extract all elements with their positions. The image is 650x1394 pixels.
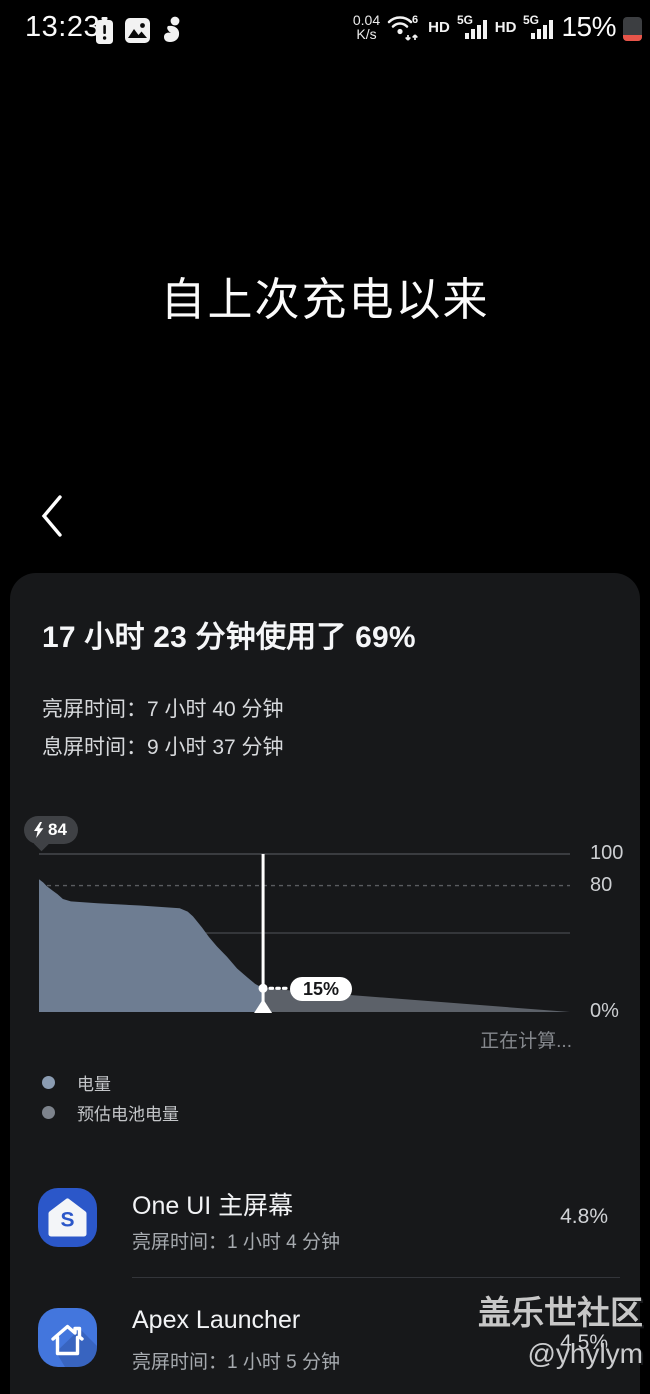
svg-text:6: 6 bbox=[412, 14, 418, 26]
status-time: 13:23 bbox=[25, 11, 101, 43]
lightning-icon bbox=[34, 822, 44, 838]
status-battery-icon bbox=[623, 16, 642, 41]
screen-on-time: 亮屏时间：7 小时 40 分钟 bbox=[42, 698, 284, 721]
network-speed: 0.04 K/s bbox=[352, 12, 381, 42]
current-level-value: 15% bbox=[303, 978, 340, 999]
page-title: 自上次充电以来 bbox=[160, 274, 490, 325]
legend-item-battery: 电量 bbox=[42, 1070, 111, 1095]
notification-icons bbox=[96, 16, 185, 44]
app-name[interactable]: One UI 主屏幕 bbox=[132, 1192, 294, 1220]
signal-icon-1: 5G bbox=[457, 14, 487, 39]
back-chevron-icon bbox=[41, 495, 62, 537]
svg-text:S: S bbox=[60, 1209, 74, 1232]
battery-legend-dot bbox=[42, 1076, 55, 1089]
estimate-status-text: 正在计算... bbox=[480, 1031, 572, 1052]
person-icon bbox=[164, 16, 180, 42]
y-tick-100: 100 bbox=[590, 842, 624, 864]
hd-indicator-2: HD bbox=[494, 18, 517, 36]
estimated-legend-label: 预估电池电量 bbox=[77, 1105, 179, 1124]
hd-indicator-1: HD bbox=[428, 18, 450, 36]
back-button[interactable] bbox=[36, 492, 68, 540]
svg-text:5G: 5G bbox=[523, 14, 539, 27]
oneui-home-icon[interactable]: S bbox=[38, 1188, 97, 1247]
gallery-icon bbox=[125, 17, 150, 43]
estimated-legend-dot bbox=[42, 1106, 55, 1119]
watermark-username: @yhylym bbox=[527, 1338, 643, 1369]
app-screen-time: 亮屏时间：1 小时 5 分钟 bbox=[132, 1352, 340, 1373]
app-screen-time: 亮屏时间：1 小时 4 分钟 bbox=[132, 1232, 340, 1253]
usage-headline: 17 小时 23 分钟使用了 69% bbox=[42, 621, 416, 654]
app-usage-percent: 4.5% bbox=[560, 1331, 608, 1354]
battery-alert-icon bbox=[96, 16, 113, 44]
last-charge-badge: 84 bbox=[24, 816, 78, 844]
screen-off-time: 息屏时间：9 小时 37 分钟 bbox=[42, 736, 284, 759]
wifi-icon: 6 bbox=[387, 14, 418, 41]
last-charge-value: 84 bbox=[48, 820, 67, 839]
y-tick-0: 0% bbox=[590, 1000, 619, 1022]
watermark-community: 盖乐世社区 bbox=[478, 1294, 643, 1331]
y-tick-80: 80 bbox=[590, 874, 613, 896]
status-battery-percent: 15% bbox=[561, 11, 616, 42]
battery-history-chart[interactable] bbox=[0, 840, 650, 1055]
app-name[interactable]: Apex Launcher bbox=[132, 1306, 301, 1334]
svg-text:5G: 5G bbox=[457, 14, 473, 27]
list-divider bbox=[132, 1277, 620, 1278]
legend-item-estimated: 预估电池电量 bbox=[42, 1100, 179, 1125]
battery-legend-label: 电量 bbox=[77, 1075, 111, 1094]
status-indicators: 0.04 K/s 6 HD 5G HD 5G 15% bbox=[353, 10, 642, 44]
apex-launcher-icon[interactable] bbox=[38, 1308, 97, 1367]
current-level-pill: 15% bbox=[290, 977, 353, 1001]
signal-icon-2: 5G bbox=[523, 14, 554, 39]
app-usage-percent: 4.8% bbox=[560, 1205, 608, 1228]
